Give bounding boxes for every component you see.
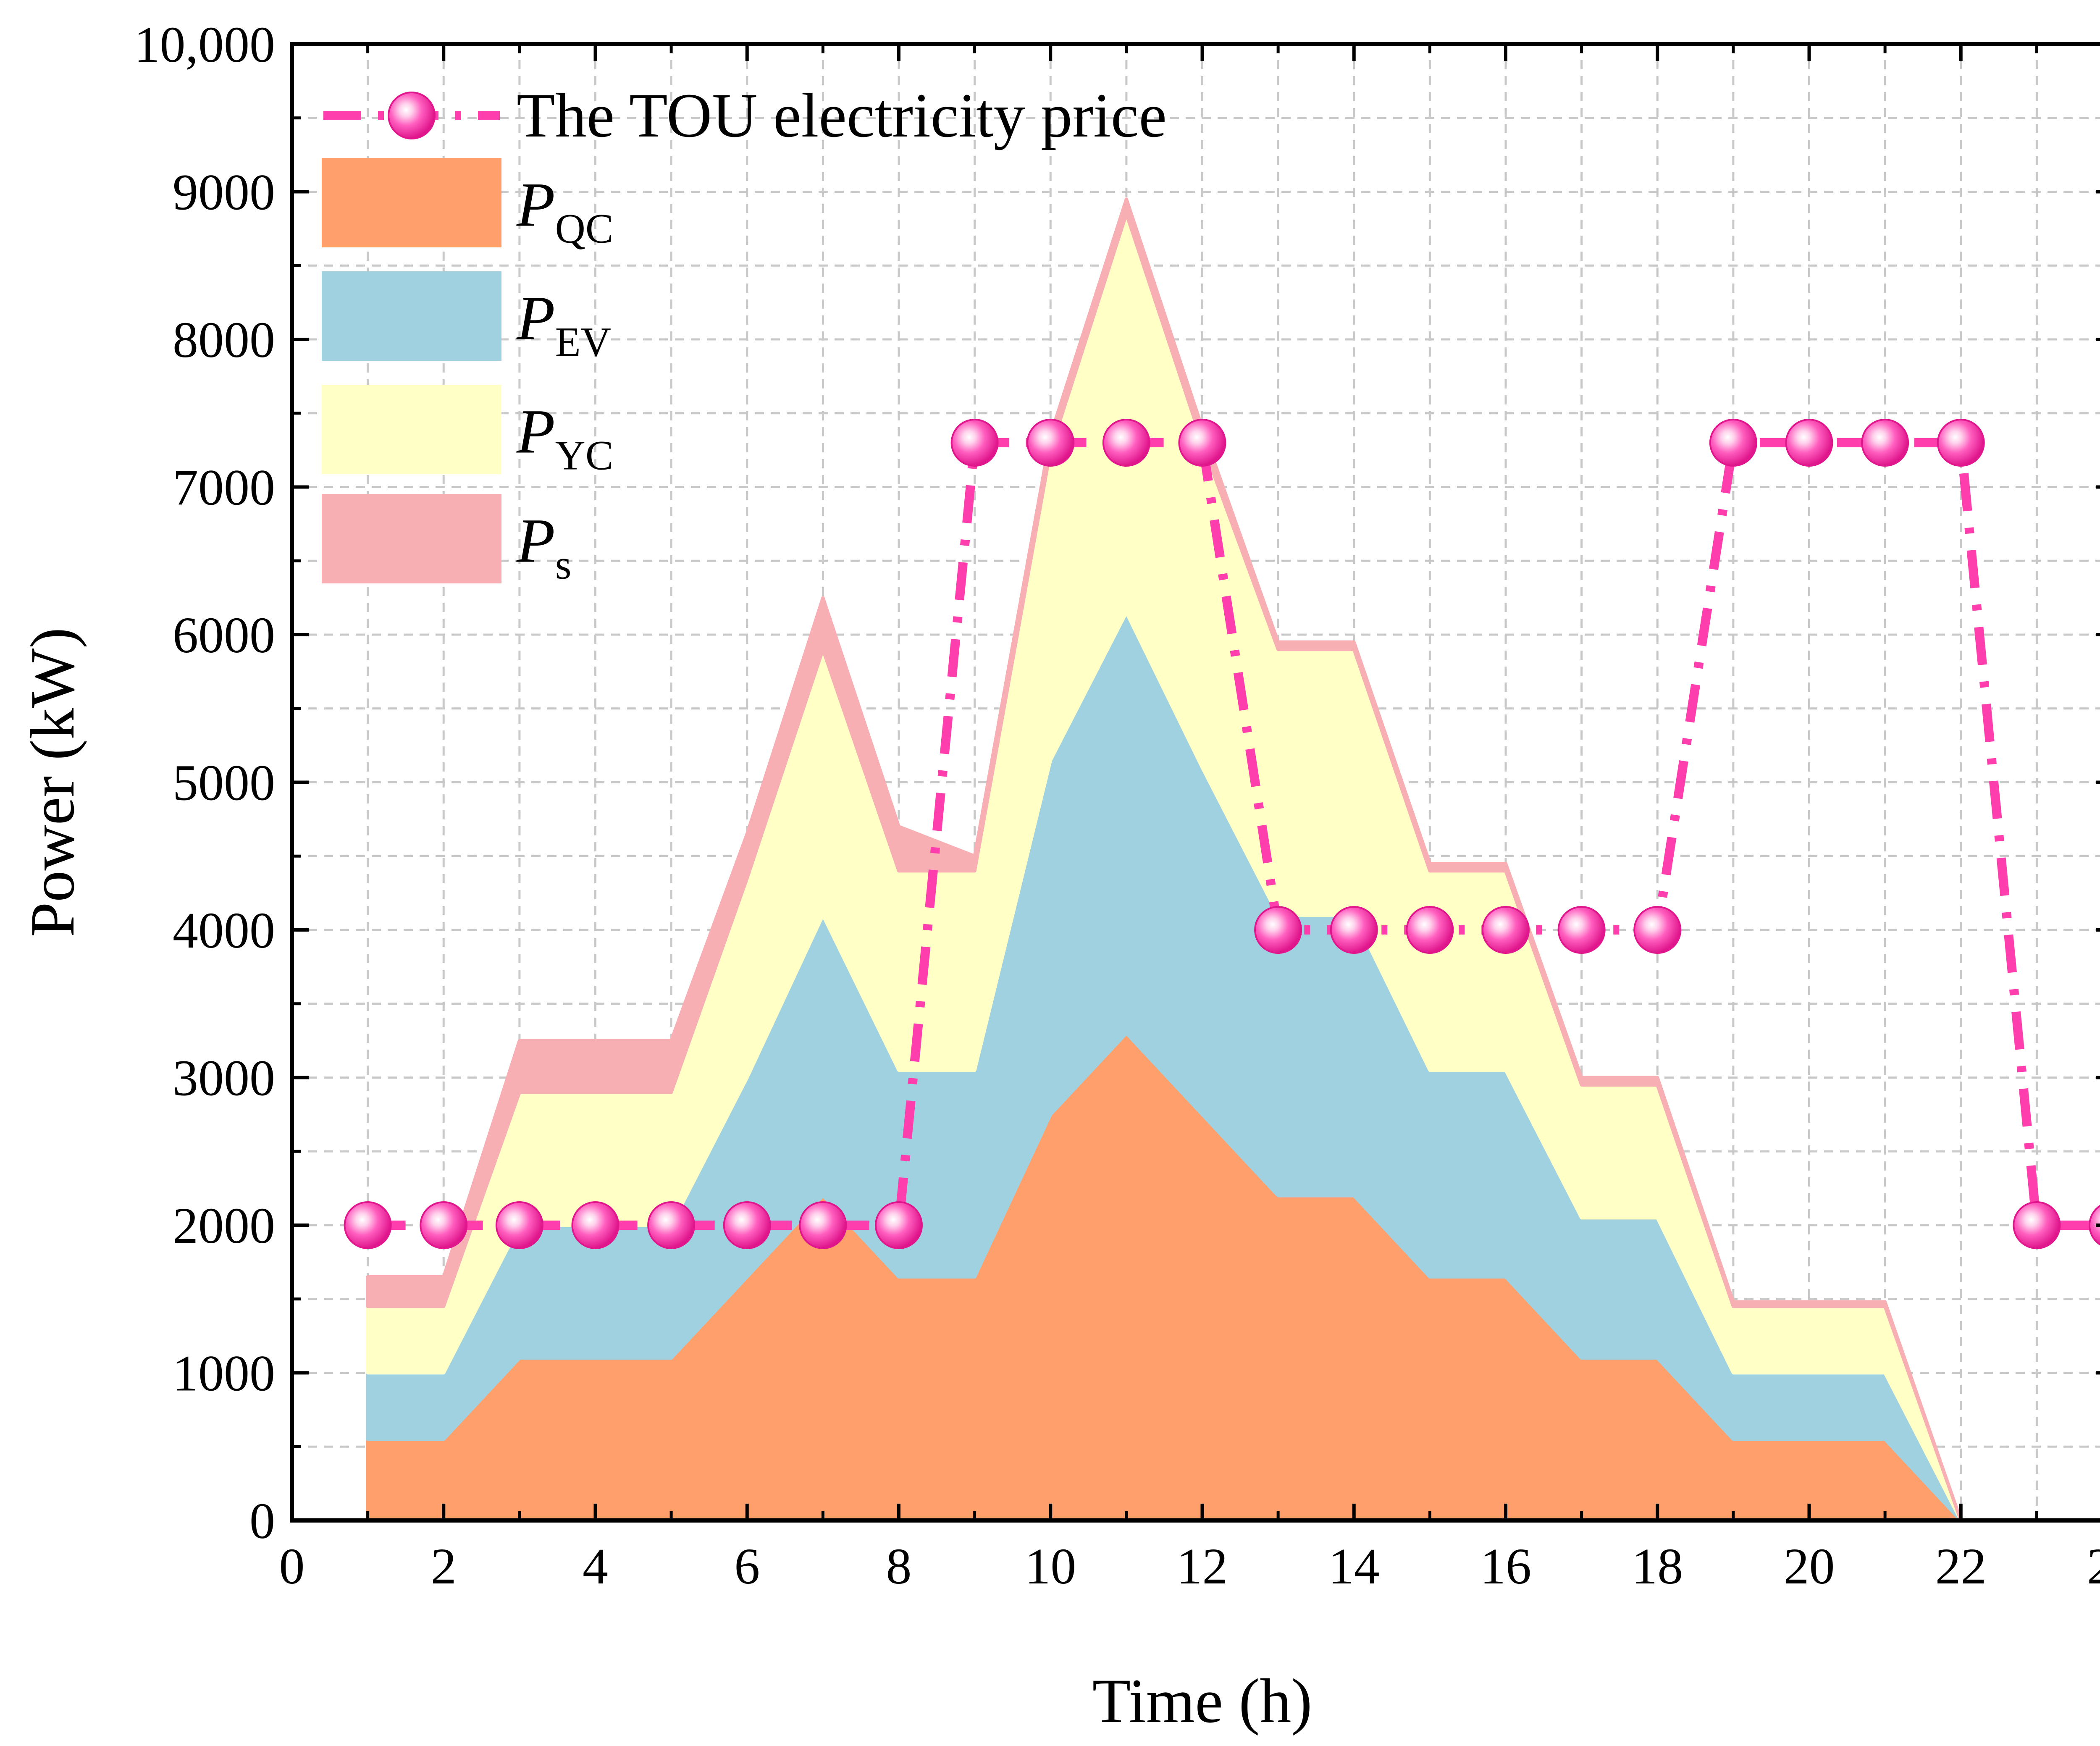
y-left-tick-label: 6000 [173, 607, 275, 664]
price-point [1633, 906, 1682, 954]
y-left-tick-label: 4000 [173, 902, 275, 959]
legend-swatch-ev [322, 271, 501, 361]
price-point [1785, 419, 1833, 467]
price-point [950, 419, 999, 467]
price-line-layer [344, 419, 2100, 1249]
price-point [2013, 1201, 2061, 1249]
price-point [1937, 419, 1985, 467]
price-point [2089, 1205, 2100, 1246]
legend-label-ev: PEV [516, 284, 611, 365]
price-point [1330, 906, 1378, 954]
price-point [420, 1201, 468, 1249]
x-tick-label: 4 [583, 1538, 608, 1595]
price-point [1406, 906, 1454, 954]
x-tick-label: 24 [2087, 1538, 2100, 1595]
x-tick-label: 6 [734, 1538, 760, 1595]
price-point [1254, 906, 1302, 954]
price-point [1482, 906, 1530, 954]
x-tick-label: 18 [1632, 1538, 1683, 1595]
legend-swatch-yc [322, 385, 501, 474]
x-tick-label: 10 [1025, 1538, 1076, 1595]
legend-label-qc: PQC [516, 170, 614, 252]
legend-label-yc: PYC [516, 397, 614, 479]
y-left-axis-title: Power (kW) [18, 628, 87, 937]
y-left-tick-label: 3000 [173, 1050, 275, 1107]
x-tick-label: 22 [1935, 1538, 1987, 1595]
y-left-tick-label: 5000 [173, 755, 275, 811]
x-tick-label: 0 [279, 1538, 305, 1595]
y-left-tick-label: 8000 [173, 312, 275, 368]
area-series-s [366, 197, 1963, 1522]
price-point [875, 1201, 923, 1249]
y-left-tick-label: 1000 [173, 1345, 275, 1402]
price-point [647, 1201, 696, 1249]
y-left-tick-label: 7000 [173, 459, 275, 516]
x-axis-title: Time (h) [1092, 1666, 1312, 1736]
price-point [1557, 906, 1606, 954]
y-left-tick-label: 0 [249, 1493, 275, 1549]
price-point [1709, 419, 1757, 467]
x-tick-label: 8 [886, 1538, 912, 1595]
price-point [571, 1201, 620, 1249]
x-tick-label: 20 [1784, 1538, 1835, 1595]
legend-swatch-s [322, 494, 501, 583]
price-point [344, 1201, 392, 1249]
price-point [799, 1201, 847, 1249]
legend-price-label: The TOU electricity price [517, 81, 1167, 150]
price-point [723, 1201, 771, 1249]
legend-price-marker [388, 92, 436, 139]
x-tick-label: 2 [431, 1538, 457, 1595]
x-tick-label: 14 [1328, 1538, 1380, 1595]
axes: 0246810121416182022240100020003000400050… [18, 16, 2100, 1736]
x-tick-label: 16 [1480, 1538, 1531, 1595]
legend-label-s: Ps [516, 506, 572, 588]
price-point [1178, 419, 1226, 467]
stacked-area-layer [366, 197, 1963, 1522]
price-point [1102, 419, 1150, 467]
price-point [495, 1201, 543, 1249]
price-point [1026, 419, 1075, 467]
y-left-tick-label: 2000 [173, 1197, 275, 1254]
legend-swatch-qc [322, 158, 501, 247]
y-left-tick-label: 9000 [173, 164, 275, 221]
legend: The TOU electricity price PQC PEV PYC Ps [322, 81, 1167, 588]
y-left-tick-label: 10,000 [134, 16, 276, 73]
price-point [1861, 419, 1909, 467]
x-tick-label: 12 [1177, 1538, 1228, 1595]
